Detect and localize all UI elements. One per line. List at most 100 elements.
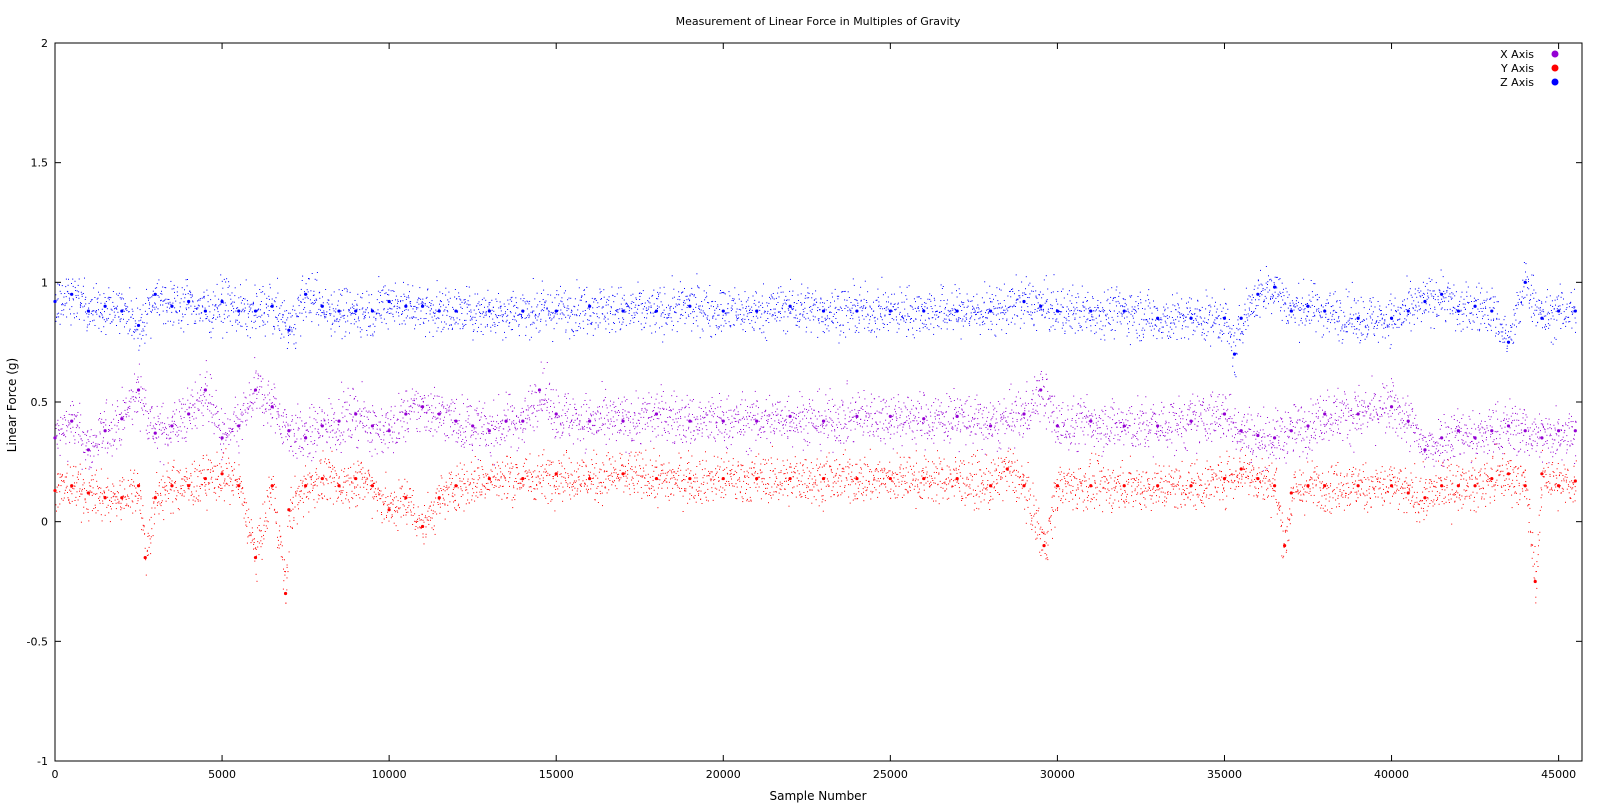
scatter-sample: [215, 426, 217, 428]
scatter-sample: [385, 413, 387, 415]
scatter-sample: [499, 426, 501, 427]
scatter-sample: [781, 409, 783, 411]
scatter-sample: [793, 430, 794, 432]
scatter-sample: [1547, 423, 1549, 425]
scatter-sample: [1266, 435, 1268, 437]
scatter-sample: [120, 509, 122, 511]
scatter-sample: [128, 400, 130, 402]
data-point: [1540, 472, 1544, 476]
scatter-sample: [794, 413, 795, 414]
scatter-sample: [1505, 433, 1507, 435]
scatter-sample: [1296, 422, 1298, 424]
scatter-sample: [508, 394, 510, 396]
scatter-sample: [160, 505, 162, 507]
scatter-sample: [104, 514, 106, 516]
scatter-sample: [92, 441, 94, 443]
scatter-sample: [136, 491, 138, 493]
scatter-sample: [711, 397, 713, 398]
data-point: [136, 388, 141, 392]
scatter-sample: [112, 503, 114, 504]
scatter-sample: [1410, 424, 1412, 426]
scatter-sample: [924, 449, 926, 451]
scatter-sample: [822, 426, 823, 428]
scatter-sample: [1436, 445, 1438, 447]
scatter-sample: [121, 412, 122, 414]
scatter-sample: [1055, 431, 1057, 433]
scatter-sample: [187, 488, 189, 490]
scatter-sample: [1085, 406, 1087, 408]
scatter-sample: [1016, 419, 1018, 420]
data-point: [1239, 429, 1243, 433]
scatter-sample: [610, 400, 611, 402]
scatter-sample: [1392, 412, 1393, 414]
scatter-sample: [340, 452, 342, 453]
scatter-sample: [977, 425, 978, 427]
scatter-sample: [344, 401, 346, 403]
scatter-sample: [98, 487, 100, 488]
scatter-sample: [1104, 413, 1106, 415]
scatter-sample: [283, 441, 284, 443]
scatter-sample: [1225, 418, 1226, 420]
scatter-sample: [1424, 451, 1426, 453]
scatter-sample: [644, 428, 646, 430]
scatter-sample: [426, 426, 428, 428]
scatter-sample: [89, 490, 91, 492]
scatter-sample: [1019, 434, 1021, 436]
scatter-sample: [909, 411, 911, 413]
scatter-sample: [540, 408, 542, 410]
scatter-sample: [294, 442, 296, 443]
scatter-sample: [177, 490, 179, 492]
scatter-sample: [645, 409, 647, 411]
scatter-sample: [1312, 427, 1313, 429]
scatter-sample: [266, 402, 268, 404]
data-point: [203, 476, 207, 481]
scatter-sample: [721, 432, 723, 434]
scatter-sample: [590, 414, 592, 416]
scatter-sample: [1337, 419, 1339, 421]
scatter-sample: [352, 388, 354, 390]
scatter-sample: [1042, 397, 1044, 399]
scatter-sample: [970, 431, 972, 433]
scatter-sample: [223, 482, 225, 484]
scatter-sample: [113, 418, 115, 420]
scatter-sample: [449, 414, 451, 416]
scatter-sample: [565, 402, 567, 404]
scatter-sample: [1097, 440, 1099, 442]
scatter-sample: [972, 417, 973, 418]
scatter-sample: [967, 414, 969, 416]
scatter-sample: [499, 444, 501, 446]
scatter-sample: [473, 431, 475, 433]
scatter-sample: [603, 424, 605, 426]
scatter-sample: [672, 408, 674, 410]
scatter-sample: [646, 409, 648, 411]
scatter-sample: [632, 418, 634, 420]
scatter-sample: [798, 422, 800, 424]
scatter-sample: [1323, 423, 1325, 425]
scatter-sample: [745, 410, 747, 411]
scatter-sample: [305, 465, 306, 467]
scatter-sample: [104, 447, 106, 449]
scatter-sample: [142, 388, 143, 390]
scatter-sample: [653, 407, 655, 409]
scatter-sample: [619, 432, 621, 434]
scatter-sample: [1141, 410, 1143, 412]
scatter-sample: [1242, 432, 1244, 434]
scatter-sample: [1233, 414, 1235, 416]
scatter-sample: [1375, 445, 1377, 446]
scatter-sample: [911, 399, 912, 401]
scatter-sample: [452, 431, 454, 433]
scatter-sample: [828, 409, 830, 410]
scatter-sample: [1369, 402, 1371, 404]
scatter-sample: [787, 437, 789, 439]
scatter-sample: [728, 437, 730, 439]
scatter-sample: [667, 431, 669, 433]
scatter-sample: [1405, 402, 1407, 404]
scatter-sample: [87, 439, 89, 441]
scatter-sample: [116, 496, 118, 498]
scatter-sample: [416, 428, 418, 430]
scatter-sample: [1259, 449, 1261, 450]
scatter-sample: [125, 413, 127, 415]
scatter-sample: [347, 429, 349, 431]
scatter-sample: [510, 446, 512, 448]
scatter-sample: [1024, 402, 1026, 404]
